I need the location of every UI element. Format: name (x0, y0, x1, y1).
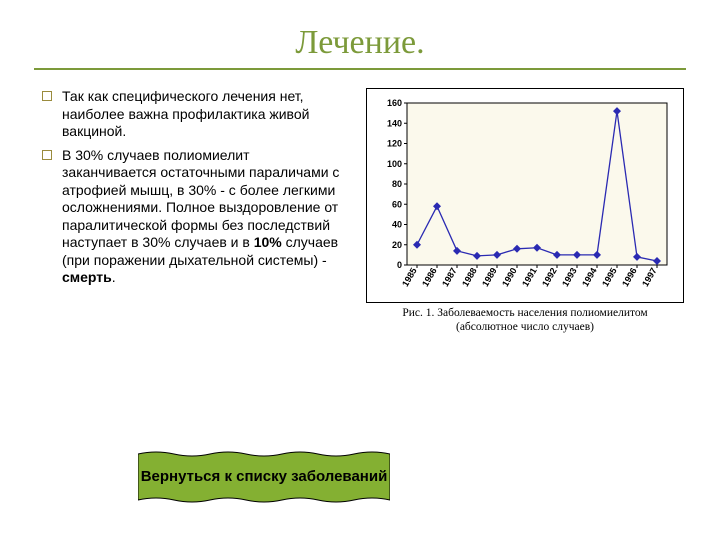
bullet-marker (42, 150, 52, 160)
svg-text:1987: 1987 (440, 266, 459, 288)
bullet-text: Так как специфического лечения нет, наиб… (62, 88, 342, 141)
svg-text:80: 80 (392, 179, 402, 189)
svg-text:1985: 1985 (400, 266, 419, 288)
bullet-marker (42, 91, 52, 101)
svg-text:40: 40 (392, 220, 402, 230)
svg-text:1996: 1996 (620, 266, 639, 288)
svg-text:1991: 1991 (520, 266, 539, 288)
svg-text:1986: 1986 (420, 266, 439, 288)
bullet-text: В 30% случаев полиомиелит заканчивается … (62, 147, 342, 287)
svg-text:1988: 1988 (460, 266, 479, 288)
svg-text:100: 100 (387, 159, 402, 169)
svg-text:140: 140 (387, 118, 402, 128)
incidence-chart: 0 20 40 60 80 100 120 140 160 1985198619871988198… (375, 95, 675, 300)
svg-text:1995: 1995 (600, 266, 619, 288)
svg-text:1992: 1992 (540, 266, 559, 288)
svg-text:1993: 1993 (560, 266, 579, 288)
return-button[interactable]: Вернуться к списку заболеваний (138, 450, 390, 504)
return-button-label: Вернуться к списку заболеваний (141, 468, 388, 487)
svg-text:20: 20 (392, 240, 402, 250)
svg-text:1997: 1997 (640, 266, 659, 288)
svg-text:120: 120 (387, 139, 402, 149)
svg-text:1989: 1989 (480, 266, 499, 288)
title-divider (34, 68, 686, 70)
svg-text:60: 60 (392, 199, 402, 209)
svg-text:1990: 1990 (500, 266, 519, 288)
content-row: Так как специфического лечения нет, наиб… (0, 88, 720, 335)
caption-line1: Рис. 1. Заболеваемость населения полиоми… (402, 307, 647, 319)
bullet-list: Так как специфического лечения нет, наиб… (42, 88, 342, 335)
svg-text:0: 0 (397, 260, 402, 270)
bullet-item: В 30% случаев полиомиелит заканчивается … (42, 147, 342, 287)
chart-column: 0 20 40 60 80 100 120 140 160 1985198619871988198… (356, 88, 694, 335)
title-text: Лечение. (295, 24, 424, 61)
svg-text:1994: 1994 (580, 266, 599, 288)
bullet-item: Так как специфического лечения нет, наиб… (42, 88, 342, 141)
caption-line2: (абсолютное число случаев) (456, 321, 594, 333)
page-title: Лечение. (0, 0, 720, 68)
svg-text:160: 160 (387, 98, 402, 108)
chart-frame: 0 20 40 60 80 100 120 140 160 1985198619871988198… (366, 88, 684, 303)
chart-caption: Рис. 1. Заболеваемость населения полиоми… (402, 307, 647, 335)
